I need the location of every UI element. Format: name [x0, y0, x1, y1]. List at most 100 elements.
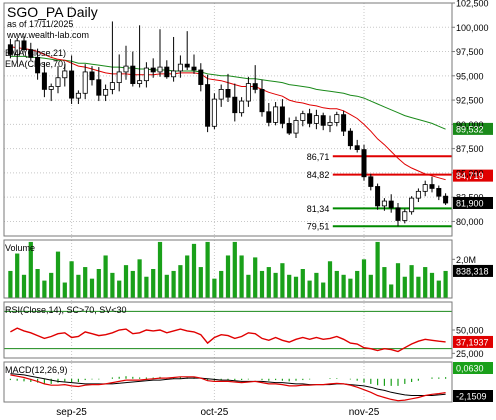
volume-bar [28, 241, 33, 298]
volume-bar [239, 255, 244, 298]
volume-bar [178, 265, 183, 298]
legend-ema21: EMA(Close,21) [5, 48, 66, 58]
volume-bar [171, 270, 176, 298]
candle-body [313, 115, 319, 124]
candle-body [7, 44, 13, 55]
volume-bar [402, 276, 407, 298]
last-value-label: 89,532 [456, 124, 484, 134]
candle-body [422, 184, 428, 192]
candle-body [143, 67, 149, 82]
candle-body [429, 184, 435, 189]
candle-body [259, 89, 265, 113]
labels: SGO_PA Daily as of 17/11/2025 www.wealth… [5, 0, 489, 418]
candle-body [116, 71, 122, 84]
volume-last-box [453, 264, 493, 277]
x-tick-label: oct-25 [201, 407, 229, 418]
price-tick-label: 95,000 [456, 71, 484, 81]
volume-bar [389, 284, 394, 298]
level-label: 79,51 [307, 222, 330, 232]
candle-body [21, 40, 27, 50]
volume-bar [219, 270, 224, 298]
macd-signal-line [10, 373, 446, 396]
volume-bar [164, 274, 169, 298]
candle-body [198, 69, 204, 85]
candle-body [211, 98, 217, 127]
volume-bar [293, 276, 299, 298]
candle-body [164, 66, 170, 78]
volume-bar [314, 272, 319, 298]
volume-tick-label: 2,0M [456, 255, 476, 265]
candle-body [205, 84, 211, 127]
volume-bar [259, 270, 265, 298]
volume-bar [42, 280, 47, 298]
candle-body [245, 83, 251, 102]
volume-bar [355, 270, 360, 298]
volume-bar [334, 270, 339, 298]
candle-body [62, 70, 68, 79]
candle-body [14, 40, 20, 55]
volume-bar [266, 267, 271, 298]
volume-pane [8, 241, 448, 298]
volume-bar [375, 241, 380, 298]
volume-bar [96, 269, 101, 298]
rsi-last-label: 37,1937 [456, 337, 489, 347]
volume-bar [151, 269, 156, 298]
price-pane [7, 21, 452, 228]
price-tick-label: 80,000 [456, 217, 484, 227]
rsi-tick-label: 25,000 [456, 349, 484, 359]
candle-body [35, 56, 41, 74]
macd-line [10, 374, 446, 402]
volume-bar [15, 253, 20, 298]
volume-bar [341, 274, 346, 298]
volume-bar [280, 263, 285, 298]
candle-body [75, 92, 81, 99]
volume-bar [49, 272, 54, 298]
volume-bar [76, 274, 81, 298]
volume-bar [225, 255, 231, 298]
candle-body [191, 66, 197, 71]
volume-bar [361, 259, 367, 298]
macd-last-box [453, 390, 493, 402]
candle-body [375, 186, 381, 207]
candle-body [232, 96, 238, 114]
candle-body [273, 106, 279, 123]
macd-pane [9, 373, 447, 402]
candle-body [109, 82, 115, 90]
axes [3, 2, 493, 403]
candle-body [218, 89, 224, 100]
candle-body [96, 79, 102, 96]
last-value-label: 84,719 [456, 171, 484, 181]
price-pane-frame [3, 2, 453, 237]
volume-title: Volume [5, 243, 35, 253]
last-value-box [453, 169, 493, 182]
volume-bar [327, 261, 333, 298]
candle-body [286, 122, 292, 134]
chart-title: SGO_PA Daily [7, 4, 98, 20]
volume-bar [35, 269, 40, 298]
last-value-label: 81,900 [456, 198, 484, 208]
price-tick-label: 90,000 [456, 120, 484, 130]
candle-body [252, 83, 258, 90]
candle-body [184, 63, 190, 68]
price-tick-label: 85,000 [456, 168, 484, 178]
macd-hist-last-label: 0,0630 [456, 364, 484, 374]
candle-body [368, 176, 374, 187]
candle-body [48, 86, 54, 90]
x-tick-label: sep-25 [56, 407, 87, 418]
candle-body [334, 114, 340, 123]
volume-bar [110, 272, 115, 298]
candle-body [225, 89, 231, 98]
volume-bar [307, 280, 312, 298]
candle-body [239, 100, 245, 114]
candle-body [130, 65, 136, 84]
candle-body [279, 106, 285, 124]
legend-ema70: EMA(Close,70) [5, 59, 66, 69]
level-label: 84,82 [307, 170, 330, 180]
volume-bar [157, 241, 163, 298]
candle-body [402, 211, 408, 221]
rsi-last-box [453, 335, 493, 348]
volume-bar [69, 261, 74, 298]
price-tick-label: 102,500 [456, 0, 489, 9]
candle-body [89, 71, 95, 81]
